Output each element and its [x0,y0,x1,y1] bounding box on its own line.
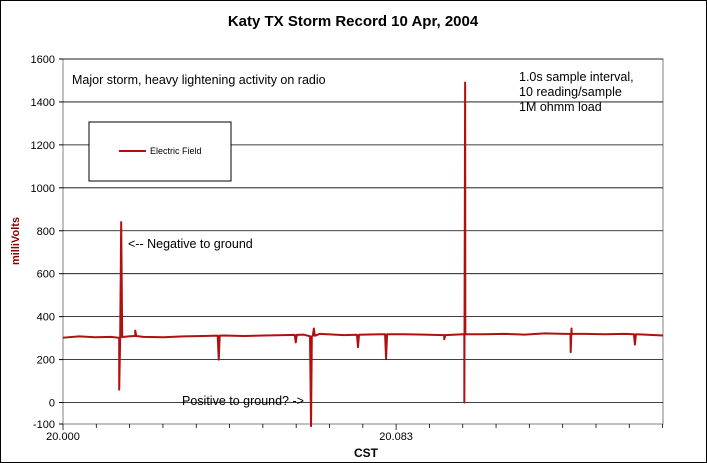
spike-point [357,346,359,348]
y-tick-label: 400 [37,312,55,324]
series-line-electric-field [62,81,664,428]
y-tick-label: -100 [33,419,55,431]
y-tick-label: 0 [49,398,55,410]
spike-point [443,338,446,340]
annotation-storm: Major storm, heavy lightening activity o… [72,73,326,87]
spike-point [134,329,137,332]
grid-lines [63,58,663,403]
spike-point [118,388,120,391]
y-tick-label: 200 [37,355,55,367]
x-axis-label: CST [354,446,379,460]
spike-point [570,327,573,330]
annotation-load: 1M ohmm load [519,100,602,114]
y-tick-label: 1000 [31,183,55,195]
series-layer [62,81,664,428]
spike-point [310,425,312,427]
spike-point [464,81,466,84]
legend-box [88,121,232,182]
annotation-readings: 10 reading/sample [519,85,622,99]
y-tick-label: 1600 [31,54,55,66]
axes: -100 0 200 400 600 800 1000 1200 1400 1600 20.000 2… [31,54,663,443]
spike-point [463,401,466,404]
spike-point [120,221,122,223]
x-tick-label: 20.000 [46,431,80,443]
spike-point [217,358,220,361]
y-tick-label: 600 [37,269,55,281]
y-axis-label: milliVolts [10,217,22,265]
legend-label-electric-field: Electric Field [150,146,202,156]
annotation-positive: Positive to ground? -> [182,394,304,408]
y-tick-label: 1400 [31,97,55,109]
annotation-negative: <-- Negative to ground [128,237,253,251]
plot-area [62,58,664,425]
y-tick-label: 1200 [31,140,55,152]
spike-point [569,351,572,353]
x-tick-label: 20.083 [379,431,413,443]
annotation-sample-interval: 1.0s sample interval, [519,70,634,84]
spike-point [634,343,636,346]
legend: Electric Field [88,121,232,182]
y-tick-label: 800 [37,226,55,238]
spike-point [385,357,387,360]
spike-point [294,341,297,344]
spike-point [313,327,315,330]
chart-title: Katy TX Storm Record 10 Apr, 2004 [228,13,479,30]
